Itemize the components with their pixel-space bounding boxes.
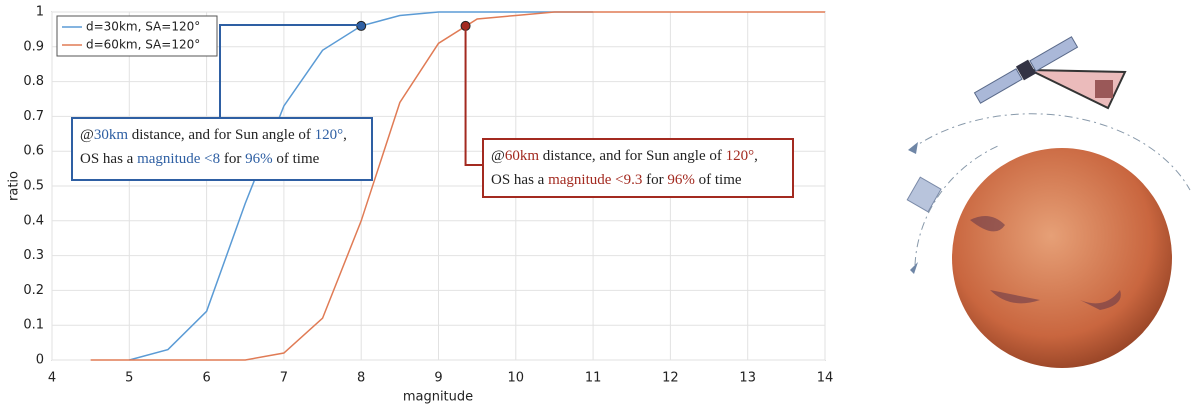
annotation-segment: 120° bbox=[726, 148, 755, 164]
solar-panel bbox=[973, 68, 1023, 104]
y-tick-label: 1 bbox=[36, 5, 44, 20]
legend-label: d=30km, SA=120° bbox=[86, 20, 200, 34]
annotation-segment: OS has a bbox=[491, 172, 548, 188]
y-tick-label: 0.6 bbox=[23, 144, 44, 159]
annotation-segment: @ bbox=[491, 148, 505, 164]
annotation-text: @60km distance, and for Sun angle of 120… bbox=[491, 148, 758, 164]
y-axis-label: ratio bbox=[7, 171, 22, 201]
annotation-segment: 96% bbox=[245, 151, 273, 167]
annotation-segment: distance, and for Sun angle of bbox=[539, 148, 726, 164]
legend-box bbox=[56, 15, 218, 57]
solar-panel bbox=[1029, 36, 1079, 72]
annotation-segment: magnitude <9.3 bbox=[548, 172, 642, 188]
arrow-head bbox=[908, 142, 918, 154]
x-tick-label: 11 bbox=[585, 371, 602, 386]
annotation-segment: magnitude <8 bbox=[137, 151, 220, 167]
y-tick-label: 0 bbox=[36, 353, 44, 368]
x-tick-label: 7 bbox=[280, 371, 288, 386]
connector bbox=[219, 24, 359, 118]
x-tick-label: 12 bbox=[662, 371, 679, 386]
mars bbox=[952, 148, 1172, 368]
orbit-arc bbox=[914, 144, 1001, 266]
y-tick-label: 0.1 bbox=[23, 318, 44, 333]
x-tick-label: 4 bbox=[48, 371, 56, 386]
annotation-text: OS has a magnitude <9.3 for 96% of time bbox=[491, 172, 742, 188]
annotation-segment: @ bbox=[80, 127, 94, 143]
y-tick-label: 0.8 bbox=[23, 74, 44, 89]
annotation-text: OS has a magnitude <8 for 96% of time bbox=[80, 151, 320, 167]
x-tick-label: 8 bbox=[357, 371, 365, 386]
series-line bbox=[90, 11, 825, 361]
x-axis-label: magnitude bbox=[403, 390, 473, 405]
y-tick-label: 0.9 bbox=[23, 39, 44, 54]
satellite-body bbox=[1015, 59, 1037, 81]
annotation-segment: OS has a bbox=[80, 151, 137, 167]
annotation-box bbox=[482, 138, 794, 198]
annotation-segment: 60km bbox=[505, 148, 540, 164]
y-tick-label: 0.4 bbox=[23, 213, 44, 228]
annotation-segment: , bbox=[343, 127, 347, 143]
legend-label: d=60km, SA=120° bbox=[86, 38, 200, 52]
annotation-segment: of time bbox=[695, 172, 742, 188]
annotation-segment: 96% bbox=[667, 172, 695, 188]
x-tick-label: 13 bbox=[739, 371, 756, 386]
arrow-head bbox=[910, 262, 918, 274]
satellite bbox=[906, 176, 942, 213]
x-tick-label: 6 bbox=[202, 371, 210, 386]
legend: d=30km, SA=120° d=60km, SA=120° bbox=[56, 15, 218, 57]
view-cone bbox=[1029, 69, 1127, 110]
y-tick-label: 0.3 bbox=[23, 248, 44, 263]
annotation-segment: of time bbox=[273, 151, 320, 167]
x-tick-label: 10 bbox=[508, 371, 525, 386]
annotation-segment: for bbox=[220, 151, 245, 167]
mars-feature bbox=[970, 216, 1121, 310]
y-tick-label: 0.2 bbox=[23, 283, 44, 298]
x-tick-label: 5 bbox=[125, 371, 133, 386]
target bbox=[1095, 80, 1113, 98]
annotation-box bbox=[71, 117, 373, 181]
annotation-segment: 30km bbox=[94, 127, 129, 143]
x-tick-label: 14 bbox=[817, 371, 834, 386]
connector bbox=[464, 25, 483, 166]
annotation-segment: 120° bbox=[315, 127, 344, 143]
x-tick-label: 9 bbox=[434, 371, 442, 386]
orbit-arc bbox=[909, 113, 1191, 191]
annotation-segment: for bbox=[642, 172, 667, 188]
illustration bbox=[906, 36, 1191, 368]
y-tick-label: 0.5 bbox=[23, 179, 44, 194]
annotation-text: @30km distance, and for Sun angle of 120… bbox=[80, 127, 347, 143]
annotation-segment: distance, and for Sun angle of bbox=[128, 127, 315, 143]
y-tick-label: 0.7 bbox=[23, 109, 44, 124]
annotation-segment: , bbox=[754, 148, 758, 164]
